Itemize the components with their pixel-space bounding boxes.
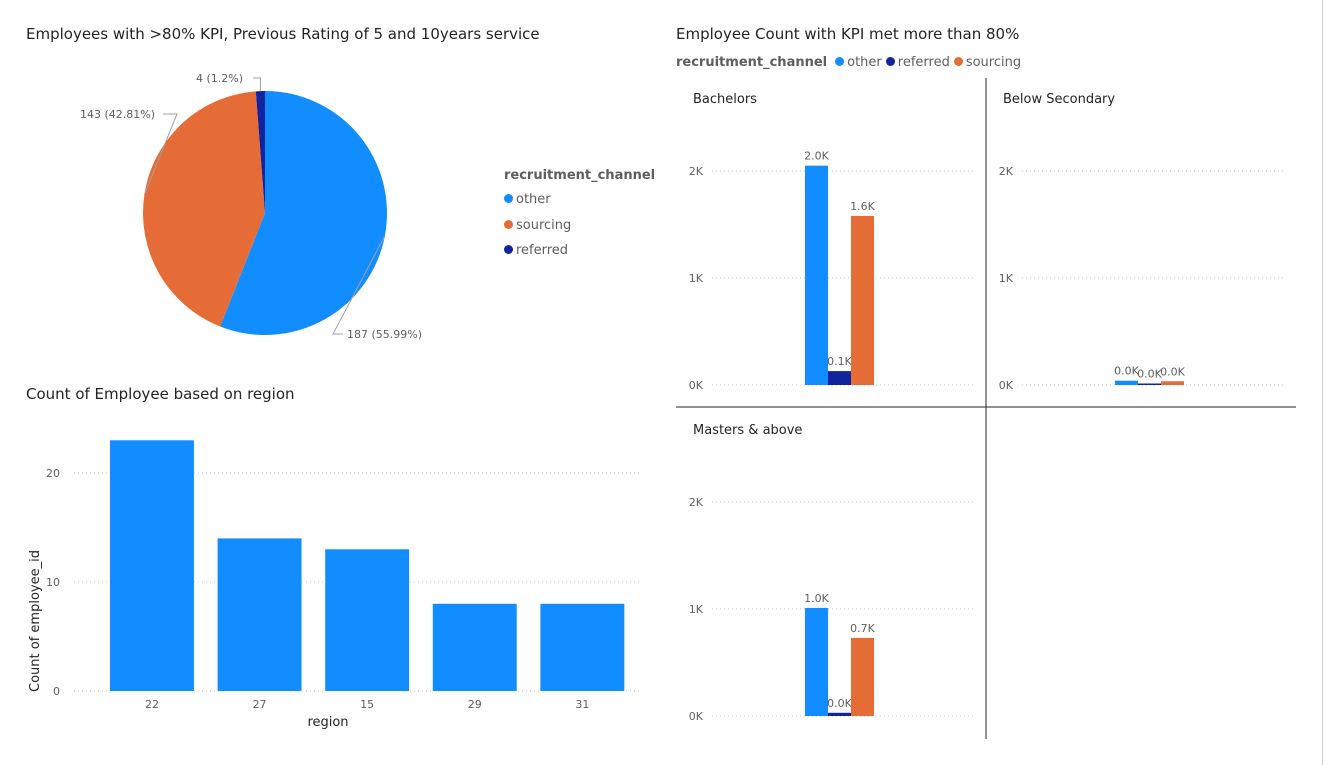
region-y-axis-title: Count of employee_id: [28, 550, 43, 692]
panel-bar-other: [805, 607, 828, 716]
panel-ytick-label: 1K: [689, 603, 704, 616]
panel-bar-referred: [828, 371, 851, 385]
pie-legend-title: recruitment_channel: [504, 168, 656, 183]
pie-slice-sourcing: [143, 91, 265, 327]
panel-ytick-label: 0K: [999, 379, 1014, 392]
pie-legend-item-sourcing[interactable]: sourcing: [504, 213, 655, 239]
panel-bar-referred: [1138, 383, 1161, 385]
region-xtick-label: 15: [360, 698, 374, 711]
panel-data-label: 0.0K: [1114, 365, 1139, 378]
pie-chart-title: Employees with >80% KPI, Previous Rating…: [26, 25, 540, 43]
panel-data-label: 1.6K: [850, 200, 875, 213]
panel-title: Below Secondary: [1003, 92, 1115, 107]
grid-legend-item-referred[interactable]: referred: [885, 55, 950, 70]
panel-data-label: 0.0K: [1160, 365, 1185, 378]
panel-bar-other: [1115, 380, 1138, 385]
region-x-axis-title: region: [307, 715, 348, 730]
pie-label-sourcing: 143 (42.81%): [80, 108, 155, 121]
pie-legend-label-other: other: [516, 192, 551, 207]
panel-bar-sourcing: [851, 637, 874, 716]
legend-dot-other-icon: [504, 194, 513, 203]
region-ytick-label: 20: [46, 467, 60, 480]
panel-bar-sourcing: [851, 215, 874, 385]
panel-ytick-label: 1K: [999, 272, 1014, 285]
pie-slice-other: [220, 91, 388, 335]
panel-title: Masters & above: [693, 423, 802, 438]
grid-legend: recruitment_channel other referred sourcing: [676, 55, 1025, 70]
region-bar: [217, 538, 302, 691]
panel-ytick-label: 0K: [689, 379, 704, 392]
region-bar: [325, 549, 410, 691]
panel-data-label: 0.0K: [1137, 368, 1162, 381]
pie-leader-other: [332, 235, 386, 335]
region-bar: [110, 440, 194, 691]
pie-legend-label-referred: referred: [516, 243, 569, 258]
panel-data-label: 0.1K: [827, 355, 852, 368]
region-bar-chart: 0 10 20 22 27 15 29 31 region Count of employee_i…: [28, 440, 642, 730]
panel-ytick-label: 2K: [689, 496, 704, 509]
panel-bar-other: [805, 165, 828, 385]
grid-legend-label-sourcing: sourcing: [965, 55, 1022, 70]
pie-chart: 187 (55.99%) 143 (42.81%) 4 (1.2%): [80, 72, 422, 341]
panel-ytick-label: 1K: [689, 272, 704, 285]
grid-legend-label-other: other: [847, 55, 882, 70]
pie-slice-referred: [255, 91, 265, 213]
region-bar: [540, 603, 625, 691]
region-xtick-label: 22: [145, 698, 159, 711]
region-xtick-label: 27: [253, 698, 267, 711]
panel-data-label: 0.7K: [850, 622, 875, 635]
legend-dot-referred-icon: [504, 245, 513, 254]
pie-leader-sourcing: [143, 113, 178, 195]
panel-bar-referred: [828, 712, 851, 716]
pie-legend-item-referred[interactable]: referred: [504, 238, 655, 264]
panel-data-label: 0.0K: [827, 697, 852, 710]
grid-legend-label-referred: referred: [897, 55, 950, 70]
region-xtick-label: 29: [468, 698, 482, 711]
legend-dot-other-icon: [835, 57, 845, 66]
panel-ytick-label: 0K: [689, 710, 704, 723]
region-ytick-label: 0: [53, 685, 60, 698]
pie-label-referred: 4 (1.2%): [196, 72, 243, 85]
panel-bar-sourcing: [1161, 381, 1184, 385]
grid-legend-item-other[interactable]: other: [835, 55, 882, 70]
region-chart-title: Count of Employee based on region: [26, 385, 295, 403]
grid-chart-title: Employee Count with KPI met more than 80…: [676, 25, 1020, 43]
panel-title: Bachelors: [693, 92, 757, 107]
panel-data-label: 1.0K: [804, 592, 829, 605]
panel-ytick-label: 2K: [689, 165, 704, 178]
panel-data-label: 2.0K: [804, 150, 829, 163]
legend-dot-sourcing-icon: [953, 57, 963, 66]
small-multiples-chart: Bachelors 0K 1K 2K 2.0K 0.1K 1.6K Below Seconda…: [676, 78, 1296, 739]
pie-legend: recruitment_channel other sourcing refer…: [504, 168, 655, 264]
grid-legend-item-sourcing[interactable]: sourcing: [953, 55, 1022, 70]
legend-dot-referred-icon: [885, 57, 895, 66]
pie-leader-referred: [253, 77, 261, 92]
region-ytick-label: 10: [46, 576, 60, 589]
page-right-border: [1322, 0, 1323, 765]
legend-dot-sourcing-icon: [504, 219, 513, 229]
pie-legend-item-other[interactable]: other: [504, 187, 655, 213]
region-xtick-label: 31: [575, 698, 589, 711]
panel-ytick-label: 2K: [999, 165, 1014, 178]
region-bar: [432, 603, 517, 691]
grid-legend-title: recruitment_channel: [676, 55, 828, 70]
pie-legend-label-sourcing: sourcing: [516, 217, 572, 233]
pie-label-other: 187 (55.99%): [347, 328, 422, 341]
